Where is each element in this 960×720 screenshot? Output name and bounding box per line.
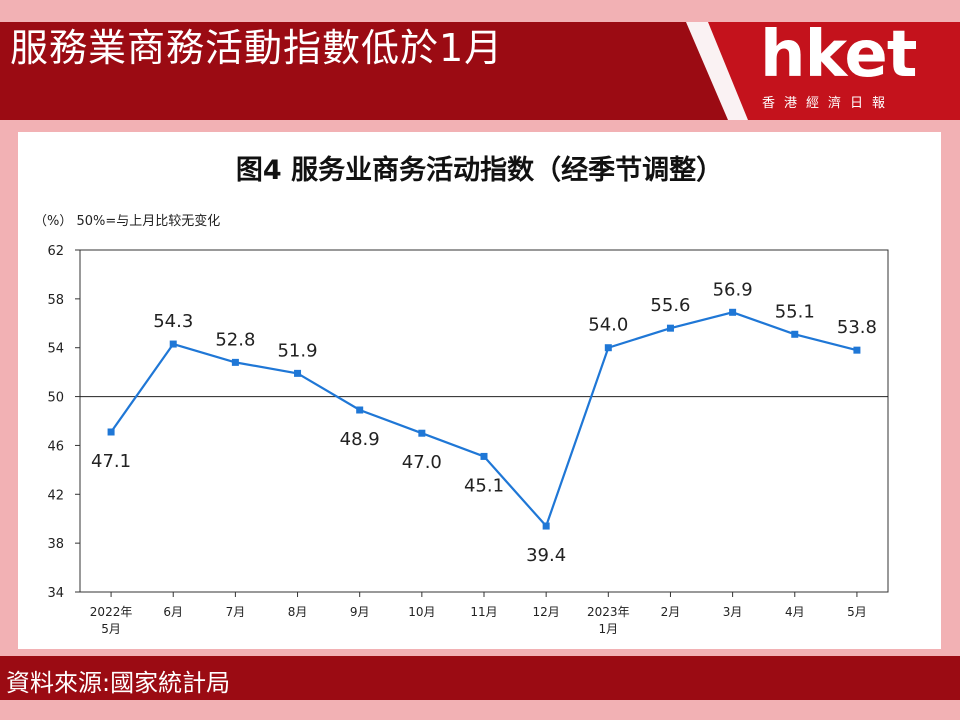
data-label: 56.9 — [713, 279, 753, 300]
x-tick-label: 11月 — [470, 605, 497, 619]
data-label: 48.9 — [340, 429, 380, 450]
x-tick-label: 4月 — [785, 605, 805, 619]
hket-logo-subtitle: 香港經濟日報 — [762, 96, 895, 111]
page-title: 服務業商務活動指數低於1月 — [10, 26, 504, 70]
chart-card — [18, 132, 941, 649]
data-label: 53.8 — [837, 317, 877, 338]
y-tick-label: 50 — [47, 391, 64, 406]
data-label: 39.4 — [526, 545, 566, 566]
data-label: 45.1 — [464, 475, 504, 496]
x-tick-label: 2022年 5月 — [90, 605, 133, 636]
x-tick-label: 2023年 1月 — [587, 605, 630, 636]
chart-unit-note: （%） 50%=与上月比较无变化 — [34, 214, 221, 229]
brand-banner-shape — [686, 22, 960, 120]
x-tick-label: 12月 — [533, 605, 560, 619]
x-tick-label: 8月 — [288, 605, 308, 619]
plot-frame — [79, 249, 889, 593]
data-point — [107, 428, 115, 436]
y-tick-label: 46 — [47, 439, 64, 454]
x-tick-label: 2月 — [661, 605, 681, 619]
data-point — [666, 324, 674, 332]
source-text: 資料來源:國家統計局 — [6, 669, 231, 697]
x-tick-label: 3月 — [723, 605, 743, 619]
data-label: 55.1 — [775, 301, 815, 322]
data-label: 47.0 — [402, 452, 442, 473]
data-point — [356, 406, 364, 414]
chart-title: 图4 服务业商务活动指数（经季节调整） — [235, 155, 724, 186]
data-point — [294, 369, 302, 377]
data-point — [791, 330, 799, 338]
data-point — [542, 522, 550, 530]
data-point — [480, 452, 488, 460]
y-tick-label: 38 — [47, 537, 64, 552]
y-tick-label: 58 — [47, 293, 64, 308]
hket-logo: hket — [760, 18, 917, 92]
x-tick-label: 9月 — [350, 605, 370, 619]
data-point — [169, 340, 177, 348]
x-tick-label: 7月 — [226, 605, 246, 619]
data-point — [853, 346, 861, 354]
y-tick-label: 34 — [47, 586, 64, 601]
data-point — [729, 308, 737, 316]
data-label: 47.1 — [91, 451, 131, 472]
data-point — [604, 344, 612, 352]
data-label: 52.8 — [215, 329, 255, 350]
y-tick-label: 62 — [47, 244, 64, 259]
data-label: 54.3 — [153, 311, 193, 332]
x-tick-label: 10月 — [408, 605, 435, 619]
x-tick-label: 6月 — [163, 605, 183, 619]
y-tick-label: 42 — [47, 488, 64, 503]
data-label: 55.6 — [650, 295, 690, 316]
x-tick-label: 5月 — [847, 605, 867, 619]
y-tick-label: 54 — [47, 342, 64, 357]
data-point — [231, 358, 239, 366]
source-banner — [0, 656, 960, 700]
data-point — [418, 429, 426, 437]
data-label: 54.0 — [588, 315, 628, 336]
data-label: 51.9 — [277, 340, 317, 361]
